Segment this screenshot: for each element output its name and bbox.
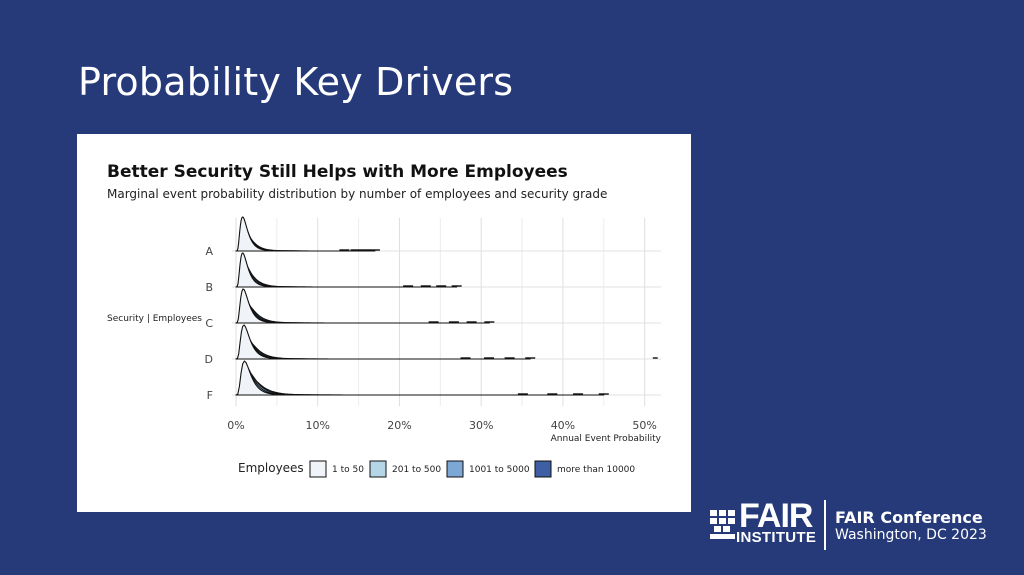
logo-divider	[824, 500, 826, 550]
chart-subtitle: Marginal event probability distribution …	[107, 187, 607, 201]
legend-swatch	[369, 460, 387, 478]
ridge-B-series-0	[235, 252, 358, 288]
conference-location: Washington, DC 2023	[835, 527, 987, 543]
ridge-F-series-0	[235, 360, 439, 396]
ridge-F-series-2	[235, 370, 550, 396]
category-label: D	[205, 353, 213, 366]
category-label: C	[205, 317, 213, 330]
ridge-C-series-3	[235, 303, 490, 324]
ridgeline-chart: Better Security Still Helps with More Em…	[107, 162, 662, 478]
legend-label: 201 to 500	[392, 465, 441, 475]
legend-swatch	[534, 460, 552, 478]
logo-word-fair: FAIR	[739, 497, 813, 535]
ridge-F-series-1	[235, 365, 495, 396]
legend-label: 1 to 50	[332, 465, 364, 475]
y-axis-label: Security | Employees	[107, 314, 202, 324]
x-tick-label: 20%	[387, 419, 411, 432]
legend-swatch	[446, 460, 464, 478]
ridge-B-series-3	[235, 267, 458, 288]
x-tick-label: 30%	[469, 419, 493, 432]
legend-label: more than 10000	[557, 465, 635, 475]
ridge-B-series-2	[235, 262, 425, 288]
ridge-D-series-0	[235, 324, 399, 360]
ridge-C-series-0	[235, 288, 376, 324]
legend-swatch	[309, 460, 327, 478]
ridge-C-series-2	[235, 298, 452, 324]
x-tick-label: 50%	[632, 419, 656, 432]
category-label: F	[207, 389, 213, 402]
category-label: B	[205, 281, 213, 294]
ridge-A-series-0	[235, 216, 313, 252]
ridge-D-series-3	[235, 339, 531, 360]
fair-logo-icon	[710, 510, 735, 539]
x-tick-label: 0%	[227, 419, 244, 432]
legend-title: Employees	[238, 461, 304, 475]
chart-card: Better Security Still Helps with More Em…	[77, 134, 691, 512]
fair-institute-logo: FAIR INSTITUTE FAIR Conference Washingto…	[706, 497, 1006, 552]
category-label: A	[205, 245, 213, 258]
x-axis-label: Annual Event Probability	[551, 434, 662, 444]
ridge-D-series-2	[235, 334, 487, 360]
chart-title: Better Security Still Helps with More Em…	[107, 162, 568, 182]
ridge-F-series-3	[235, 375, 605, 396]
logo-word-institute: INSTITUTE	[736, 529, 817, 546]
slide-title: Probability Key Drivers	[78, 60, 514, 104]
x-tick-label: 40%	[551, 419, 575, 432]
conference-name: FAIR Conference	[835, 508, 983, 527]
x-tick-label: 10%	[306, 419, 330, 432]
legend-label: 1001 to 5000	[469, 465, 530, 475]
